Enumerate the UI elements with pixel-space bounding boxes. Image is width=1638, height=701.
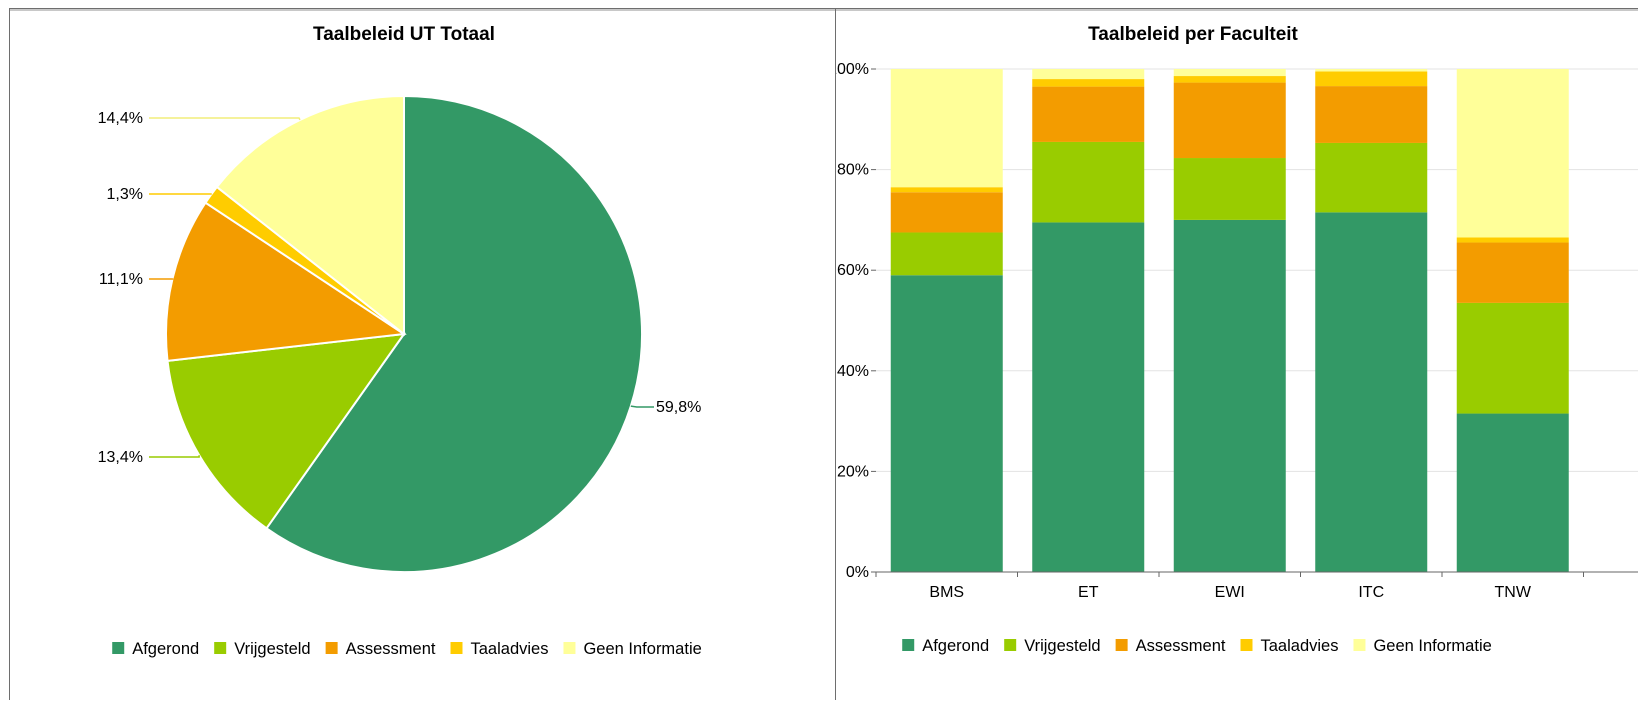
- legend-swatch-afgerond: [902, 639, 915, 651]
- legend-label-geen-informatie: Geen Informatie: [1373, 637, 1491, 655]
- legend-swatch-taaladvies: [450, 642, 463, 654]
- pie-label-connector-taaladvies: [149, 193, 212, 195]
- legend-label-taaladvies: Taaladvies: [1261, 637, 1339, 655]
- pie-chart-panel: Taalbeleid UT Totaal 59,8% 13,4% 11,1% 1,3%…: [9, 8, 837, 700]
- y-tick-label: 60%: [837, 262, 869, 279]
- pie-label-connector-assessment: [149, 278, 174, 280]
- y-tick-label: 0%: [846, 564, 869, 581]
- y-tick-label: 40%: [837, 363, 869, 380]
- pie-label-connector-geen-informatie: [149, 117, 301, 121]
- bar-segment-itc-assessment: [1315, 86, 1428, 143]
- bar-segment-bms-afgerond: [890, 275, 1003, 572]
- bar-segment-itc-taaladvies: [1315, 71, 1428, 87]
- legend-swatch-assessment: [1115, 639, 1128, 651]
- legend-swatch-assessment: [325, 642, 338, 654]
- bar-segment-et-geen-informatie: [1032, 69, 1145, 80]
- bar-chart-panel: Taalbeleid per Faculteit 0% 20% 40% 60% 80% 1…: [835, 8, 1638, 700]
- bar-legend: Afgerond Vrijgesteld Assessment Taaladvies G…: [902, 637, 1492, 655]
- bar-segment-bms-vrijgesteld: [890, 232, 1003, 276]
- x-tick-label-tnw: TNW: [1495, 584, 1532, 601]
- pie-label-connector-vrijgesteld: [149, 455, 200, 458]
- x-tick-label-itc: ITC: [1358, 584, 1384, 601]
- pie-data-label-taaladvies: 1,3%: [107, 186, 143, 203]
- legend-label-afgerond: Afgerond: [132, 640, 199, 658]
- legend-label-assessment: Assessment: [346, 640, 436, 658]
- pie-slice-geen-informatie: [215, 94, 405, 337]
- bar-segment-bms-taaladvies: [890, 187, 1003, 193]
- legend-swatch-afgerond: [112, 642, 125, 654]
- legend-label-afgerond: Afgerond: [922, 637, 989, 655]
- bar-segment-tnw-assessment: [1456, 242, 1569, 303]
- pie-chart: Taalbeleid UT Totaal 59,8% 13,4% 11,1% 1,3%…: [98, 24, 702, 658]
- bar-segment-itc-geen-informatie: [1315, 69, 1428, 72]
- bar-segment-bms-assessment: [890, 192, 1003, 233]
- bar-x-axis: BMS ET EWI ITC TNW: [875, 571, 1638, 601]
- pie-label-connector-afgerond: [630, 405, 654, 408]
- y-tick-label: 80%: [837, 162, 869, 179]
- legend-label-taaladvies: Taaladvies: [471, 640, 549, 658]
- bar-segment-ewi-vrijgesteld: [1173, 158, 1286, 220]
- stacked-bar-chart: Taalbeleid per Faculteit 0% 20% 40% 60% 80% 1…: [836, 24, 1638, 655]
- pie-data-label-assessment: 11,1%: [99, 271, 143, 288]
- bar-segment-ewi-assessment: [1173, 82, 1286, 159]
- bar-segment-tnw-afgerond: [1456, 413, 1569, 572]
- pie-data-label-afgerond: 59,8%: [656, 399, 701, 416]
- legend-label-assessment: Assessment: [1136, 637, 1226, 655]
- x-tick-label-ewi: EWI: [1215, 584, 1245, 601]
- x-tick-label-et: ET: [1078, 584, 1099, 601]
- legend-label-geen-informatie: Geen Informatie: [583, 640, 701, 658]
- bar-segment-et-taaladvies: [1032, 79, 1145, 87]
- bar-segment-et-vrijgesteld: [1032, 141, 1145, 223]
- bar-segment-ewi-taaladvies: [1173, 76, 1286, 83]
- pie-slices: [165, 94, 643, 573]
- pie-data-label-geen-informatie: 14,4%: [98, 110, 143, 127]
- x-tick-label-bms: BMS: [929, 584, 964, 601]
- pie-data-labels: 59,8% 13,4% 11,1% 1,3% 14,4%: [98, 110, 702, 466]
- bar-segment-ewi-geen-informatie: [1173, 69, 1286, 77]
- bar-segment-ewi-afgerond: [1173, 219, 1286, 572]
- bar-segment-tnw-geen-informatie: [1456, 69, 1569, 238]
- y-tick-label: 20%: [837, 463, 869, 480]
- panel-top-rule: [10, 9, 836, 11]
- legend-label-vrijgesteld: Vrijgesteld: [1024, 637, 1100, 655]
- legend-label-vrijgesteld: Vrijgesteld: [234, 640, 310, 658]
- pie-data-label-vrijgesteld: 13,4%: [98, 449, 143, 466]
- bar-chart-title: Taalbeleid per Faculteit: [1088, 24, 1298, 45]
- bar-segment-et-afgerond: [1032, 222, 1145, 573]
- legend-swatch-geen-informatie: [1353, 639, 1366, 651]
- legend-swatch-vrijgesteld: [1004, 639, 1017, 651]
- pie-legend: Afgerond Vrijgesteld Assessment Taaladvies G…: [112, 640, 702, 658]
- pie-slice-vrijgesteld: [166, 332, 407, 530]
- bar-segment-itc-vrijgesteld: [1315, 142, 1428, 213]
- legend-swatch-geen-informatie: [563, 642, 576, 654]
- y-tick-label: 100%: [836, 61, 869, 78]
- bar-segment-tnw-taaladvies: [1456, 237, 1569, 243]
- bar-segment-et-assessment: [1032, 86, 1145, 142]
- pie-chart-title: Taalbeleid UT Totaal: [313, 24, 495, 45]
- legend-swatch-taaladvies: [1240, 639, 1253, 651]
- bar-segment-tnw-vrijgesteld: [1456, 302, 1569, 414]
- bar-y-axis: 0% 20% 40% 60% 80% 100%: [836, 61, 876, 581]
- bar-series: [890, 69, 1569, 573]
- bar-segment-bms-geen-informatie: [890, 69, 1003, 188]
- legend-swatch-vrijgesteld: [214, 642, 227, 654]
- panel-top-rule: [836, 9, 1638, 11]
- bar-segment-itc-afgerond: [1315, 212, 1428, 573]
